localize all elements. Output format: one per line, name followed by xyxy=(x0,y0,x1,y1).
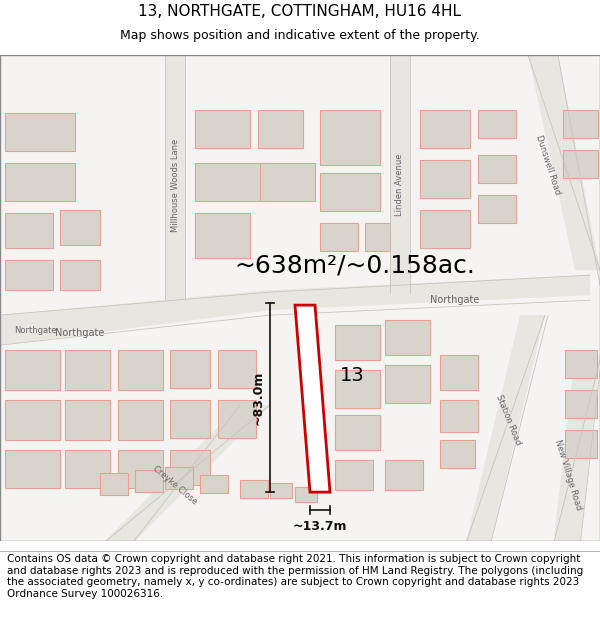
Text: 13: 13 xyxy=(340,366,365,384)
Bar xyxy=(118,450,163,488)
Bar xyxy=(118,350,163,390)
Bar xyxy=(420,110,470,148)
Bar xyxy=(270,483,292,498)
Polygon shape xyxy=(553,355,600,546)
Bar xyxy=(385,365,430,403)
Bar xyxy=(218,350,256,388)
Text: ~638m²/~0.158ac.: ~638m²/~0.158ac. xyxy=(235,253,475,277)
Text: Northgate: Northgate xyxy=(55,328,104,338)
Text: Dunswell Road: Dunswell Road xyxy=(534,134,562,196)
Text: Map shows position and indicative extent of the property.: Map shows position and indicative extent… xyxy=(120,29,480,42)
Polygon shape xyxy=(100,405,270,546)
Bar xyxy=(335,460,373,490)
Bar xyxy=(170,400,210,438)
Text: Station Road: Station Road xyxy=(494,394,522,447)
Bar xyxy=(65,450,110,488)
Bar xyxy=(135,470,163,492)
Text: New Village Road: New Village Road xyxy=(553,439,583,511)
Polygon shape xyxy=(465,315,545,546)
Bar xyxy=(5,450,60,488)
Bar xyxy=(200,475,228,493)
Bar xyxy=(5,350,60,390)
Bar xyxy=(170,450,210,485)
Text: Contains OS data © Crown copyright and database right 2021. This information is : Contains OS data © Crown copyright and d… xyxy=(7,554,583,599)
Bar xyxy=(320,110,380,165)
Text: ~83.0m: ~83.0m xyxy=(252,371,265,425)
Bar xyxy=(420,210,470,248)
Bar xyxy=(565,430,597,458)
Bar xyxy=(60,210,100,245)
Polygon shape xyxy=(390,55,410,290)
Text: Millhouse Woods Lane: Millhouse Woods Lane xyxy=(170,139,179,232)
Bar xyxy=(170,350,210,388)
Bar xyxy=(195,213,250,258)
Bar xyxy=(385,460,423,490)
Bar xyxy=(195,163,275,201)
Bar xyxy=(258,110,303,148)
Bar xyxy=(385,320,430,355)
Bar xyxy=(320,223,358,251)
Polygon shape xyxy=(270,275,590,310)
Bar xyxy=(365,223,390,251)
Bar xyxy=(5,400,60,440)
Text: Northgate: Northgate xyxy=(430,295,479,305)
Bar xyxy=(218,400,256,438)
Text: 13, NORTHGATE, COTTINGHAM, HU16 4HL: 13, NORTHGATE, COTTINGHAM, HU16 4HL xyxy=(139,4,461,19)
Bar xyxy=(440,440,475,468)
Bar xyxy=(240,480,268,498)
Bar xyxy=(195,110,250,148)
Bar xyxy=(563,150,598,178)
Polygon shape xyxy=(165,55,185,300)
Polygon shape xyxy=(528,55,600,270)
Bar xyxy=(65,350,110,390)
Bar xyxy=(260,163,315,201)
Bar xyxy=(440,355,478,390)
Bar xyxy=(100,473,128,495)
Polygon shape xyxy=(0,290,270,345)
Bar xyxy=(5,260,53,290)
Bar xyxy=(478,195,516,223)
Text: Linden Avenue: Linden Avenue xyxy=(395,154,404,216)
Bar xyxy=(5,163,75,201)
Bar xyxy=(478,155,516,183)
Bar xyxy=(420,160,470,198)
Bar xyxy=(335,325,380,360)
Polygon shape xyxy=(295,305,330,492)
Bar xyxy=(320,173,380,211)
Bar xyxy=(65,400,110,440)
Text: Northgate: Northgate xyxy=(14,326,56,334)
Bar xyxy=(565,390,597,418)
Bar xyxy=(335,370,380,408)
Text: Creyke Close: Creyke Close xyxy=(151,464,199,506)
Bar xyxy=(335,415,380,450)
Text: ~13.7m: ~13.7m xyxy=(293,520,347,533)
Bar xyxy=(295,487,317,502)
Bar xyxy=(565,350,597,378)
Bar xyxy=(165,467,193,489)
Bar xyxy=(440,400,478,432)
Bar xyxy=(5,213,53,248)
Bar xyxy=(118,400,163,440)
Bar xyxy=(563,110,598,138)
Bar xyxy=(5,113,75,151)
Bar xyxy=(478,110,516,138)
Bar xyxy=(60,260,100,290)
